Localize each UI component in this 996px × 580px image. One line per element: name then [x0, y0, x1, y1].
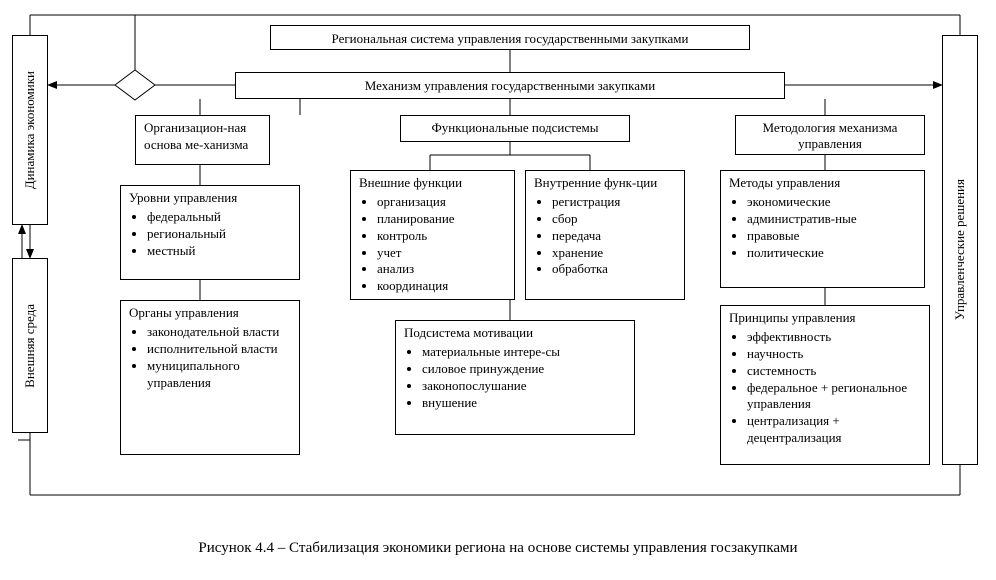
- box-motivation: Подсистема мотивации материальные интере…: [395, 320, 635, 435]
- levels-list: федеральный региональный местный: [129, 209, 291, 260]
- list-item: муниципального управления: [147, 358, 291, 392]
- principles-list: эффективность научность системность феде…: [729, 329, 921, 447]
- motivation-title: Подсистема мотивации: [404, 325, 626, 342]
- functional-label: Функциональные подсистемы: [431, 120, 598, 135]
- org-basis-label: Организацион-ная основа ме-ханизма: [144, 120, 248, 152]
- list-item: правовые: [747, 228, 916, 245]
- box-methodology: Методология механизма управления: [735, 115, 925, 155]
- list-item: регистрация: [552, 194, 676, 211]
- left-rail-dynamics: Динамика экономики: [12, 35, 48, 225]
- internal-title: Внутренние функ-ции: [534, 175, 676, 192]
- regional-system-label: Региональная система управления государс…: [332, 31, 689, 46]
- principles-title: Принципы управления: [729, 310, 921, 327]
- external-title: Внешние функции: [359, 175, 506, 192]
- methods-title: Методы управления: [729, 175, 916, 192]
- external-list: организация планирование контроль учет а…: [359, 194, 506, 295]
- box-bodies: Органы управления законодательной власти…: [120, 300, 300, 455]
- box-principles: Принципы управления эффективность научно…: [720, 305, 930, 465]
- left-rail-environment: Внешняя среда: [12, 258, 48, 433]
- list-item: исполнительной власти: [147, 341, 291, 358]
- left-rail-dynamics-label: Динамика экономики: [19, 65, 41, 195]
- list-item: политические: [747, 245, 916, 262]
- list-item: координация: [377, 278, 506, 295]
- list-item: планирование: [377, 211, 506, 228]
- list-item: материальные интере-сы: [422, 344, 626, 361]
- box-org-basis: Организацион-ная основа ме-ханизма: [135, 115, 270, 165]
- bodies-title: Органы управления: [129, 305, 291, 322]
- list-item: федеральный: [147, 209, 291, 226]
- right-rail-decisions-label: Управленческие решения: [949, 173, 971, 326]
- internal-list: регистрация сбор передача хранение обраб…: [534, 194, 676, 278]
- list-item: научность: [747, 346, 921, 363]
- list-item: системность: [747, 363, 921, 380]
- list-item: административ-ные: [747, 211, 916, 228]
- methodology-label: Методология механизма управления: [763, 120, 898, 151]
- list-item: эффективность: [747, 329, 921, 346]
- list-item: обработка: [552, 261, 676, 278]
- box-external-functions: Внешние функции организация планирование…: [350, 170, 515, 300]
- list-item: внушение: [422, 395, 626, 412]
- list-item: силовое принуждение: [422, 361, 626, 378]
- list-item: законопослушание: [422, 378, 626, 395]
- bodies-list: законодательной власти исполнительной вл…: [129, 324, 291, 392]
- box-functional: Функциональные подсистемы: [400, 115, 630, 142]
- mechanism-label: Механизм управления государственными зак…: [365, 78, 655, 93]
- right-rail-decisions: Управленческие решения: [942, 35, 978, 465]
- list-item: передача: [552, 228, 676, 245]
- motivation-list: материальные интере-сы силовое принужден…: [404, 344, 626, 412]
- box-methods: Методы управления экономические админист…: [720, 170, 925, 288]
- list-item: сбор: [552, 211, 676, 228]
- box-internal-functions: Внутренние функ-ции регистрация сбор пер…: [525, 170, 685, 300]
- list-item: организация: [377, 194, 506, 211]
- box-levels: Уровни управления федеральный региональн…: [120, 185, 300, 280]
- levels-title: Уровни управления: [129, 190, 291, 207]
- left-rail-environment-label: Внешняя среда: [19, 298, 41, 394]
- list-item: контроль: [377, 228, 506, 245]
- list-item: федеральное + региональное управления: [747, 380, 921, 414]
- list-item: региональный: [147, 226, 291, 243]
- methods-list: экономические административ-ные правовые…: [729, 194, 916, 262]
- list-item: экономические: [747, 194, 916, 211]
- list-item: местный: [147, 243, 291, 260]
- list-item: хранение: [552, 245, 676, 262]
- box-regional-system: Региональная система управления государс…: [270, 25, 750, 50]
- list-item: централизация + децентрализация: [747, 413, 921, 447]
- box-mechanism: Механизм управления государственными зак…: [235, 72, 785, 99]
- caption-text: Рисунок 4.4 – Стабилизация экономики рег…: [198, 540, 797, 556]
- list-item: законодательной власти: [147, 324, 291, 341]
- figure-caption: Рисунок 4.4 – Стабилизация экономики рег…: [0, 540, 996, 557]
- list-item: анализ: [377, 261, 506, 278]
- list-item: учет: [377, 245, 506, 262]
